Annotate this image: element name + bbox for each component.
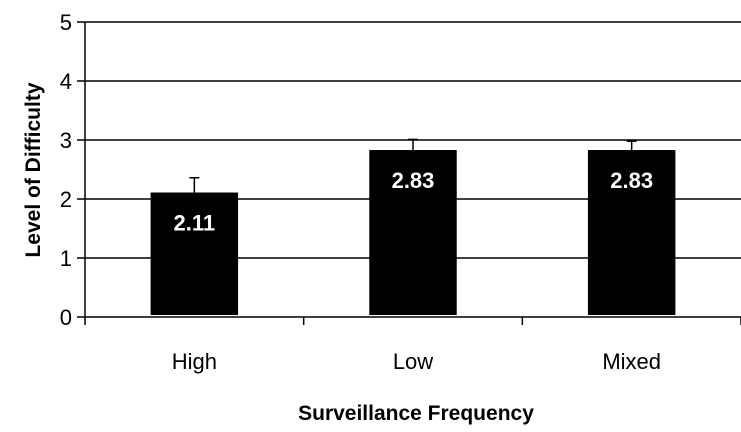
y-axis-title: Level of Difficulty [22, 82, 45, 257]
data-label: 2.11 [174, 211, 216, 236]
data-label: 2.83 [392, 168, 435, 193]
data-labels: 2.11 2.83 2.83 [174, 168, 654, 235]
x-tick-label: High [172, 349, 217, 374]
error-bars [189, 138, 637, 193]
y-tick-labels: 0 1 2 3 4 5 [60, 10, 72, 330]
bars [150, 150, 676, 315]
data-label: 2.83 [610, 168, 653, 193]
x-axis-title: Surveillance Frequency [298, 402, 534, 425]
x-tick-labels: High Low Mixed [172, 349, 661, 374]
y-tick-label: 0 [60, 305, 72, 330]
bar-high [150, 192, 239, 315]
bar-mixed [587, 150, 676, 315]
bar-low [369, 150, 457, 315]
y-tick-label: 2 [60, 187, 72, 212]
x-tick-label: Low [393, 349, 433, 374]
y-tick-label: 5 [60, 10, 72, 35]
y-tick-label: 1 [60, 246, 72, 271]
x-tick-label: Mixed [602, 349, 661, 374]
y-tick-label: 4 [60, 69, 72, 94]
y-tick-label: 3 [60, 128, 72, 153]
axes [77, 21, 741, 325]
